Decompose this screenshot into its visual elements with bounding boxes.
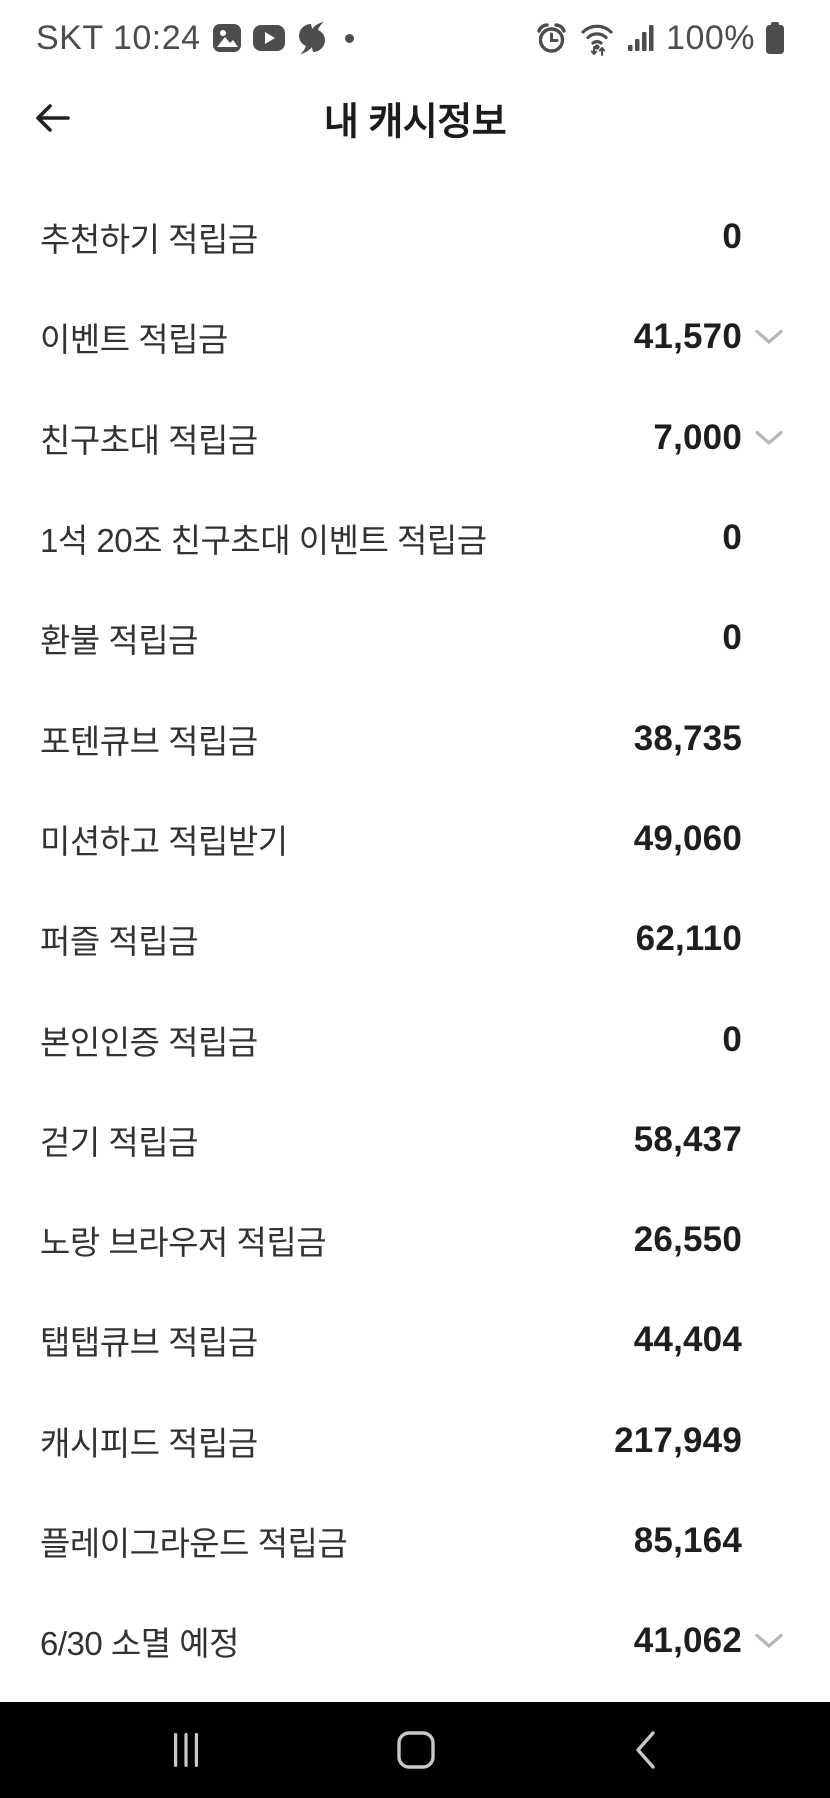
battery-icon <box>762 21 788 55</box>
chevron-down-icon <box>742 1231 784 1249</box>
cash-item-value: 0 <box>722 618 742 658</box>
cash-item-value: 26,550 <box>633 1220 742 1260</box>
cash-list-item: 미션하고 적립받기 49,060 <box>40 789 784 889</box>
chevron-down-icon <box>742 1331 784 1349</box>
cash-item-value: 0 <box>722 1019 742 1059</box>
cash-item-label: 걷기 적립금 <box>40 1123 198 1161</box>
cash-item-label: 이벤트 적립금 <box>40 321 228 359</box>
chevron-down-icon <box>742 228 784 246</box>
chevron-down-icon <box>742 930 784 948</box>
recent-apps-icon[interactable] <box>173 1731 199 1769</box>
cash-list-item: 노랑 브라우저 적립금 26,550 <box>40 1190 784 1290</box>
cash-item-label: 퍼즐 적립금 <box>40 923 198 961</box>
cash-item-value: 44,404 <box>633 1320 742 1360</box>
cash-item-label: 탭탭큐브 적립금 <box>40 1324 258 1362</box>
notification-dot <box>344 33 354 43</box>
cash-list-item: 캐시피드 적립금 217,949 <box>40 1391 784 1491</box>
status-bar-right: 100% <box>535 19 788 58</box>
gallery-icon <box>212 23 242 53</box>
cash-item-label: 1석 20조 친구초대 이벤트 적립금 <box>40 522 487 560</box>
alarm-icon <box>535 22 568 55</box>
cash-list-item[interactable]: 친구초대 적립금 7,000 <box>40 388 784 488</box>
back-button[interactable] <box>30 98 74 138</box>
cash-list-item: 플레이그라운드 적립금 85,164 <box>40 1491 784 1591</box>
cash-list-item: 1석 20조 친구초대 이벤트 적립금 0 <box>40 488 784 588</box>
chevron-down-icon <box>742 1432 784 1450</box>
chevron-down-icon <box>742 830 784 848</box>
chevron-down-icon[interactable] <box>742 429 784 447</box>
chevron-down-icon <box>742 1031 784 1049</box>
cash-list-item: 추천하기 적립금 0 <box>40 187 784 287</box>
wifi-icon <box>579 20 617 56</box>
cash-item-label: 친구초대 적립금 <box>40 421 258 459</box>
back-icon[interactable] <box>633 1729 657 1771</box>
cash-item-value: 58,437 <box>633 1119 742 1159</box>
chevron-down-icon <box>742 529 784 547</box>
cash-list-item: 퍼즐 적립금 62,110 <box>40 889 784 989</box>
cash-item-label: 플레이그라운드 적립금 <box>40 1525 348 1562</box>
chevron-down-icon <box>742 730 784 748</box>
cash-list-item: 환불 적립금 0 <box>40 588 784 688</box>
cash-item-label: 환불 적립금 <box>40 622 198 660</box>
cash-item-label: 추천하기 적립금 <box>40 221 258 259</box>
nav-bar <box>0 1702 830 1798</box>
cash-item-value: 41,062 <box>633 1621 742 1661</box>
cash-item-value: 7,000 <box>653 417 742 457</box>
youtube-icon <box>252 24 285 52</box>
cash-list-item: 탭탭큐브 적립금 44,404 <box>40 1290 784 1390</box>
chevron-down-icon[interactable] <box>742 1632 784 1650</box>
carrier-time-text: SKT 10:24 <box>36 18 201 57</box>
chevron-down-icon <box>742 1131 784 1149</box>
cash-list-item: 걷기 적립금 58,437 <box>40 1090 784 1190</box>
cash-list-item: 포텐큐브 적립금 38,735 <box>40 688 784 788</box>
header: 내 캐시정보 <box>0 76 830 160</box>
cash-item-value: 41,570 <box>633 317 742 357</box>
cash-list-item[interactable]: 6/30 소멸 예정 41,062 <box>40 1591 784 1691</box>
status-bar: SKT 10:24 <box>0 0 830 76</box>
home-icon[interactable] <box>395 1729 437 1771</box>
page-title: 내 캐시정보 <box>323 101 507 144</box>
cash-item-label: 미션하고 적립받기 <box>40 822 288 860</box>
cash-list-item: 본인인증 적립금 0 <box>40 989 784 1089</box>
cash-list: 추천하기 적립금 0 이벤트 적립금 41,570 친구초대 적립금 7,000 <box>40 187 784 1691</box>
cash-item-label: 노랑 브라우저 적립금 <box>40 1224 327 1262</box>
cash-item-value: 49,060 <box>633 818 742 858</box>
cash-item-label: 본인인증 적립금 <box>40 1023 258 1061</box>
quote-bubble-icon <box>296 22 328 54</box>
cash-item-value: 38,735 <box>633 718 742 758</box>
battery-percent-text: 100% <box>666 18 755 57</box>
chevron-down-icon <box>742 1532 784 1550</box>
cash-item-value: 85,164 <box>633 1521 742 1560</box>
cash-item-label: 6/30 소멸 예정 <box>40 1625 240 1663</box>
cash-list-item[interactable]: 이벤트 적립금 41,570 <box>40 287 784 387</box>
cash-item-value: 217,949 <box>614 1420 742 1460</box>
chevron-down-icon <box>742 629 784 647</box>
chevron-down-icon[interactable] <box>742 328 784 346</box>
cash-item-value: 62,110 <box>635 919 742 959</box>
cash-item-value: 0 <box>722 518 742 558</box>
status-bar-left: SKT 10:24 <box>36 19 354 58</box>
cash-item-label: 포텐큐브 적립금 <box>40 722 258 760</box>
cash-item-value: 0 <box>722 217 742 257</box>
cash-item-label: 캐시피드 적립금 <box>40 1424 258 1462</box>
signal-icon <box>628 24 655 52</box>
